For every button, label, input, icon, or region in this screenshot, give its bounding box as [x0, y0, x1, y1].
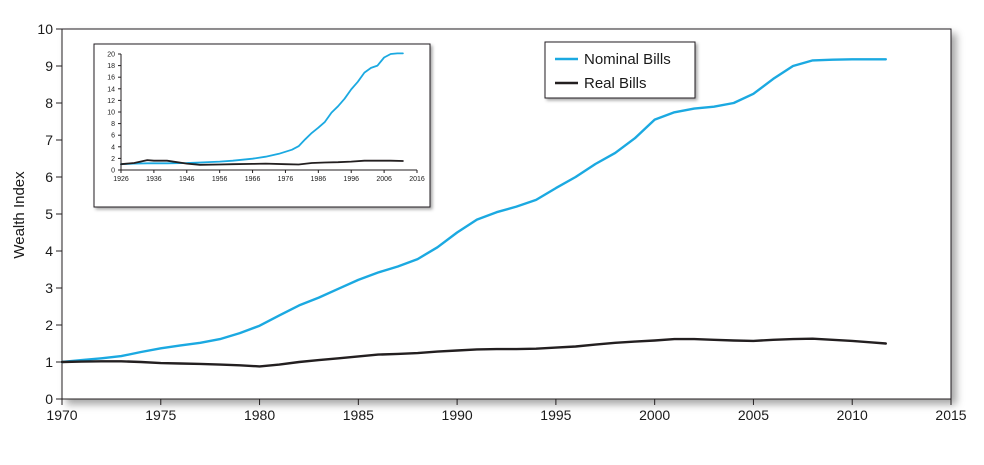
main-x-tick-label: 1970	[46, 407, 77, 423]
inset-series	[120, 52, 404, 166]
main-y-tick-label: 1	[45, 354, 53, 370]
main-y-tick-label: 8	[45, 95, 53, 111]
main-x-tick-label: 1985	[343, 407, 374, 423]
inset-y-tick-label: 12	[107, 98, 115, 105]
main-y-tick-label: 2	[45, 317, 53, 333]
inset-y-tick-label: 16	[107, 75, 115, 82]
main-x-tick-label: 2005	[738, 407, 769, 423]
inset-chart: 0 2 4 6 8 10 12 14 16 18 20 1926 1936 1946 1956 1966 197…	[93, 43, 431, 208]
legend-box	[544, 41, 696, 99]
main-x-tick-label: 1995	[540, 407, 571, 423]
legend: Nominal Bills Real Bills	[544, 41, 696, 99]
inset-y-tick-label: 20	[107, 51, 115, 58]
inset-x-tick-label: 1946	[179, 176, 195, 183]
inset-x-tick-label: 1986	[311, 176, 327, 183]
main-y-tick-label: 6	[45, 169, 53, 185]
inset-y-tick-label: 4	[111, 144, 115, 151]
inset-y-tick-label: 6	[111, 133, 115, 140]
inset-y-tick-label: 0	[111, 167, 115, 174]
inset-axes: 0 2 4 6 8 10 12 14 16 18 20 1926 1936 1946 1956 1966 197…	[107, 51, 425, 183]
inset-x-tick-label: 2006	[376, 176, 392, 183]
main-y-tick-label: 4	[45, 243, 53, 259]
inset-x-tick-label: 1976	[278, 176, 294, 183]
main-y-tick-label: 3	[45, 280, 53, 296]
inset-x-tick-label: 1966	[245, 176, 261, 183]
y-axis-label: Wealth Index	[11, 171, 28, 259]
main-x-tick-label: 1990	[442, 407, 473, 423]
inset-frame	[93, 43, 431, 208]
inset-x-tick-label: 1936	[146, 176, 162, 183]
inset-x-tick-label: 1996	[343, 176, 359, 183]
inset-y-tick-label: 8	[111, 121, 115, 128]
main-line-nominal-bills	[60, 58, 887, 364]
legend-label-real: Real Bills	[584, 75, 647, 92]
main-y-tick-label: 5	[45, 206, 53, 222]
legend-label-nominal: Nominal Bills	[584, 51, 671, 68]
main-x-tick-label: 1975	[145, 407, 176, 423]
main-y-tick-label: 0	[45, 391, 53, 407]
inset-y-tick-label: 18	[107, 63, 115, 70]
inset-y-tick-label: 10	[107, 109, 115, 116]
inset-y-tick-label: 14	[107, 86, 115, 93]
inset-line-series-1	[120, 159, 404, 166]
main-x-tick-label: 2000	[639, 407, 670, 423]
main-series	[60, 58, 887, 368]
main-line-real-bills	[60, 337, 887, 368]
inset-line-series-0	[120, 52, 404, 166]
main-y-tick-label: 7	[45, 132, 53, 148]
main-x-tick-label: 2015	[935, 407, 966, 423]
main-y-tick-label: 10	[37, 21, 53, 37]
inset-x-tick-label: 1926	[113, 176, 129, 183]
inset-x-tick-label: 2016	[409, 176, 425, 183]
main-x-tick-label: 1980	[244, 407, 275, 423]
main-y-tick-label: 9	[45, 58, 53, 74]
inset-x-tick-label: 1956	[212, 176, 228, 183]
main-x-tick-label: 2010	[837, 407, 868, 423]
inset-y-tick-label: 2	[111, 156, 115, 163]
